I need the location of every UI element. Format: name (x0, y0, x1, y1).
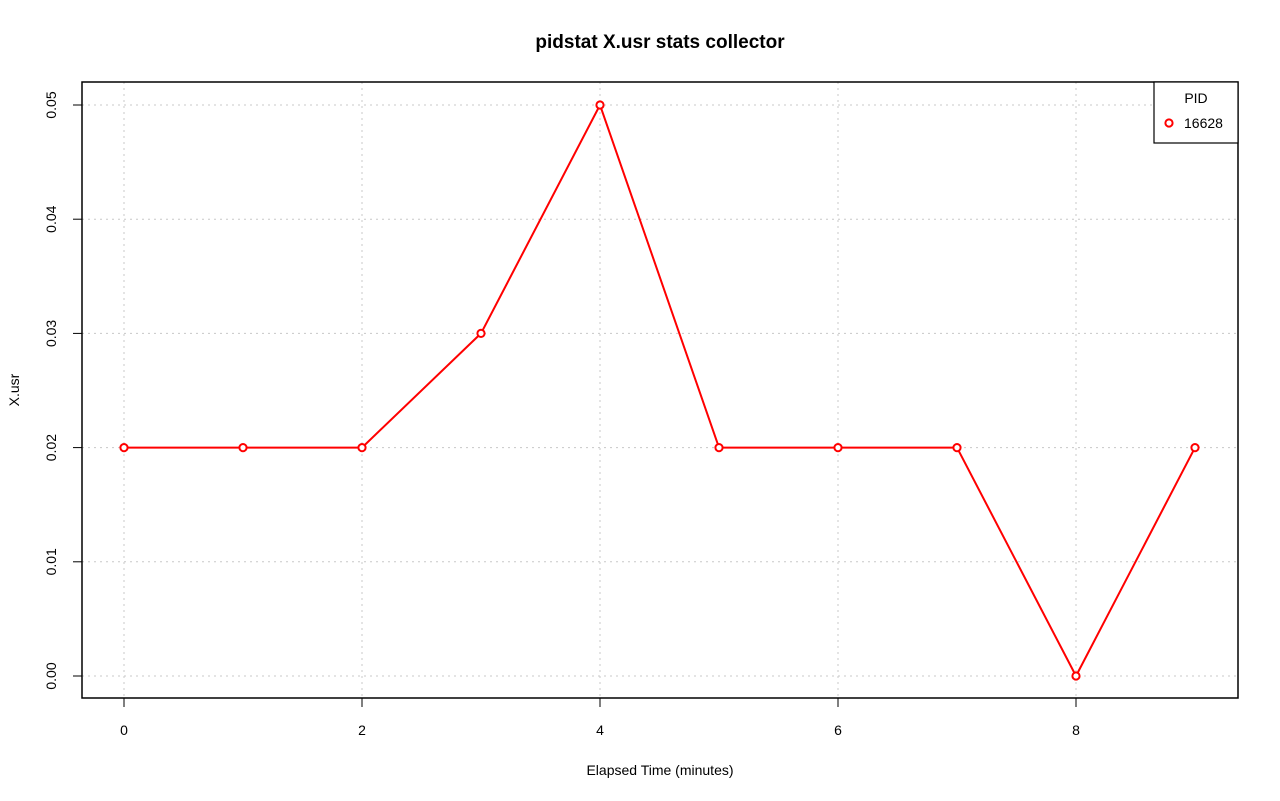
chart-title: pidstat X.usr stats collector (535, 32, 785, 53)
data-point (833, 443, 843, 453)
series-line-16628 (124, 104, 1196, 677)
y-tick-label: 0.03 (43, 320, 59, 347)
x-axis: 0 2 4 6 8 (120, 698, 1080, 738)
grid (82, 82, 1238, 698)
y-tick-label: 0.00 (43, 662, 59, 689)
x-tick-label: 4 (596, 722, 604, 738)
x-tick-label: 6 (834, 722, 842, 738)
plot-frame (81, 81, 1239, 699)
legend: PID 16628 (1153, 81, 1239, 144)
data-point (1071, 671, 1081, 681)
data-point (476, 328, 486, 338)
series-layer (119, 100, 1200, 681)
y-axis: 0.00 0.01 0.02 0.03 0.04 0.05 (43, 91, 82, 690)
y-tick-label: 0.01 (43, 548, 59, 575)
y-tick-label: 0.02 (43, 434, 59, 461)
x-tick-label: 8 (1072, 722, 1080, 738)
x-axis-label: Elapsed Time (minutes) (586, 762, 733, 778)
x-tick-label: 2 (358, 722, 366, 738)
y-tick-label: 0.05 (43, 91, 59, 118)
data-point (595, 100, 605, 110)
legend-marker (1164, 118, 1174, 128)
legend-entry-label: 16628 (1184, 115, 1223, 131)
data-point (952, 443, 962, 453)
data-point (357, 443, 367, 453)
x-tick-label: 0 (120, 722, 128, 738)
legend-title: PID (1184, 90, 1207, 106)
y-axis-label: X.usr (6, 373, 22, 406)
data-point (1190, 443, 1200, 453)
data-point (238, 443, 248, 453)
legend-box (1153, 81, 1239, 144)
data-point (714, 443, 724, 453)
data-point (119, 443, 129, 453)
y-tick-label: 0.04 (43, 205, 59, 232)
